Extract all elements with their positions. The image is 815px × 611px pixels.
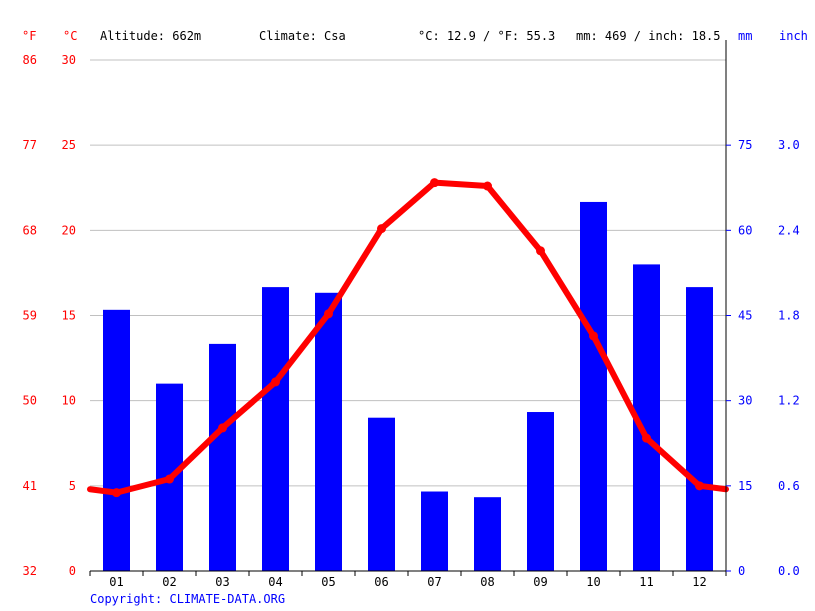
month-tick-label: 10	[586, 575, 600, 589]
temperature-point	[642, 433, 651, 443]
precipitation-total-text: mm: 469 / inch: 18.5	[576, 29, 721, 43]
header: °F °C Altitude: 662m Climate: Csa °C: 12…	[22, 29, 808, 43]
inch-tick-label: 1.2	[778, 394, 800, 408]
celsius-tick-label: 15	[62, 309, 76, 323]
temperature-line	[87, 178, 729, 498]
month-tick-label: 05	[321, 575, 335, 589]
temperature-point	[218, 423, 227, 433]
altitude-text: Altitude: 662m	[100, 29, 201, 43]
precipitation-bar	[209, 343, 236, 571]
precipitation-bar	[527, 412, 554, 571]
temperature-point	[271, 377, 280, 387]
temperature-point	[165, 474, 174, 484]
month-tick-label: 07	[427, 575, 441, 589]
mm-tick-label: 15	[738, 479, 752, 493]
climate-text: Climate: Csa	[259, 29, 346, 43]
inch-tick-label: 3.0	[778, 138, 800, 152]
fahrenheit-tick-label: 32	[23, 564, 37, 578]
temperature-point	[695, 481, 704, 491]
temperature-point	[430, 178, 439, 188]
precipitation-bar	[474, 497, 501, 571]
fahrenheit-tick-label: 77	[23, 138, 37, 152]
fahrenheit-tick-label: 68	[23, 223, 37, 237]
precipitation-bar	[368, 417, 395, 571]
month-tick-label: 02	[162, 575, 176, 589]
month-tick-label: 12	[692, 575, 706, 589]
precipitation-bar	[262, 287, 289, 571]
unit-fahrenheit-label: °F	[22, 29, 36, 43]
month-tick-label: 06	[374, 575, 388, 589]
celsius-tick-label: 20	[62, 223, 76, 237]
celsius-tick-label: 25	[62, 138, 76, 152]
copyright-link[interactable]: Copyright: CLIMATE-DATA.ORG	[90, 592, 286, 606]
precipitation-bar	[686, 287, 713, 571]
precipitation-bars	[103, 201, 713, 571]
gridlines	[90, 59, 726, 487]
mm-tick-label: 0	[738, 564, 745, 578]
axes	[89, 40, 731, 576]
precipitation-bar	[580, 201, 607, 571]
mm-tick-label: 30	[738, 394, 752, 408]
unit-celsius-label: °C	[63, 29, 77, 43]
temperature-point	[112, 488, 121, 498]
mm-tick-label: 45	[738, 309, 752, 323]
temperature-point	[483, 181, 492, 191]
month-tick-label: 11	[639, 575, 653, 589]
temperature-point	[324, 309, 333, 319]
mm-tick-label: 60	[738, 223, 752, 237]
inch-tick-label: 0.0	[778, 564, 800, 578]
month-tick-label: 01	[109, 575, 123, 589]
unit-mm-label: mm	[738, 29, 752, 43]
celsius-tick-label: 5	[69, 479, 76, 493]
temperature-point	[377, 224, 386, 234]
month-tick-label: 04	[268, 575, 282, 589]
unit-inch-label: inch	[779, 29, 808, 43]
celsius-tick-label: 10	[62, 394, 76, 408]
month-tick-label: 03	[215, 575, 229, 589]
temperature-point	[536, 246, 545, 256]
fahrenheit-tick-label: 59	[23, 309, 37, 323]
tick-labels: 01 02 03 04 05 06 07 08 09 10 11 12 32 0 41 5 50 10 59 15 68…	[23, 53, 800, 589]
temperature-average-text: °C: 12.9 / °F: 55.3	[418, 29, 555, 43]
fahrenheit-tick-label: 50	[23, 394, 37, 408]
inch-tick-label: 1.8	[778, 309, 800, 323]
mm-tick-label: 75	[738, 138, 752, 152]
precipitation-bar	[315, 292, 342, 571]
celsius-tick-label: 0	[69, 564, 76, 578]
month-tick-label: 08	[480, 575, 494, 589]
celsius-tick-label: 30	[62, 53, 76, 67]
fahrenheit-tick-label: 41	[23, 479, 37, 493]
temperature-series-line	[87, 179, 729, 496]
temperature-point	[589, 331, 598, 341]
precipitation-bar	[421, 491, 448, 571]
inch-tick-label: 0.6	[778, 479, 800, 493]
month-tick-label: 09	[533, 575, 547, 589]
fahrenheit-tick-label: 86	[23, 53, 37, 67]
inch-tick-label: 2.4	[778, 223, 800, 237]
precipitation-bar	[103, 309, 130, 571]
